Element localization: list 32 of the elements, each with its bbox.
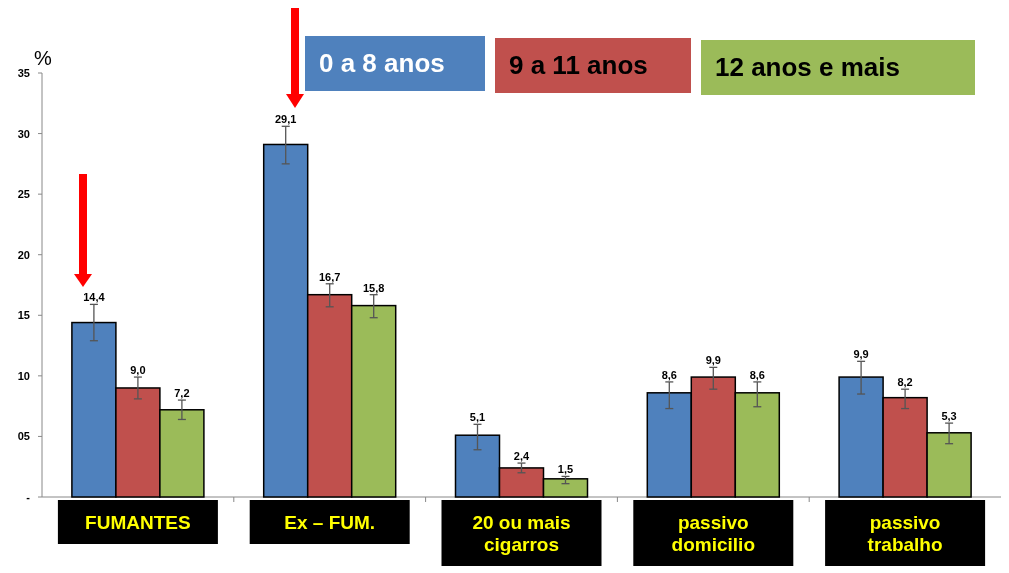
y-tick-label: 20	[17, 248, 30, 261]
data-label: 1,5	[557, 463, 574, 476]
y-tick-label: 25	[17, 188, 30, 201]
data-label: 8,6	[661, 368, 677, 381]
data-label: 9,9	[705, 354, 721, 367]
data-label: 16,7	[318, 270, 341, 283]
text: 12 anos e mais	[715, 52, 900, 82]
data-label: 29,1	[274, 113, 297, 126]
data-label: 2,4	[513, 450, 531, 463]
data-label: 5,1	[469, 411, 486, 424]
data-label: 8,2	[897, 376, 913, 389]
y-tick-label: 10	[17, 369, 30, 382]
x-tick-label: Ex – FUM.	[284, 512, 376, 533]
data-label: 14,4	[83, 291, 106, 304]
data-label: 15,8	[362, 281, 385, 294]
x-tick-label: passivo domicilio	[671, 512, 755, 555]
y-tick-label: 30	[17, 127, 30, 140]
y-axis-title: %	[34, 47, 52, 69]
x-tick-label: FUMANTES	[85, 512, 191, 533]
data-label: 9,0	[130, 364, 146, 377]
x-tick-label: passivo trabalho	[867, 512, 943, 555]
text: 0 a 8 anos	[319, 48, 445, 78]
data-label: 5,3	[941, 410, 957, 423]
text: 9 a 11 anos	[509, 50, 648, 80]
y-tick-label: 15	[17, 309, 30, 322]
x-tick-label: 20 ou mais cigarros	[472, 512, 571, 555]
data-label: 7,2	[174, 387, 190, 400]
y-tick-label: 35	[17, 67, 30, 79]
data-label: 9,9	[853, 348, 869, 361]
y-tick-label: -	[26, 491, 31, 503]
data-label: 8,6	[749, 368, 765, 381]
y-tick-label: 05	[17, 430, 30, 443]
